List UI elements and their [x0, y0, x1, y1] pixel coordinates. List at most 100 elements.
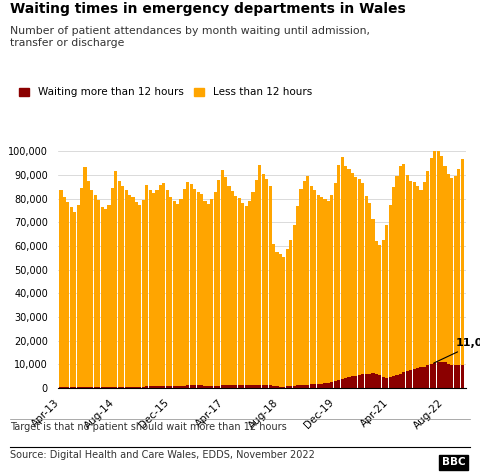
Bar	[399, 374, 402, 388]
Bar	[327, 383, 330, 388]
Bar	[248, 385, 251, 388]
Bar	[361, 183, 364, 374]
Bar	[200, 385, 203, 388]
Bar	[351, 173, 354, 376]
Bar	[152, 193, 155, 386]
Bar	[334, 183, 337, 381]
Bar	[317, 384, 320, 388]
Bar	[173, 201, 176, 386]
Bar	[440, 362, 443, 388]
Bar	[269, 385, 272, 388]
Bar	[186, 182, 190, 385]
Bar	[121, 387, 124, 388]
Bar	[169, 386, 172, 388]
Bar	[66, 202, 70, 387]
Bar	[279, 254, 282, 387]
Bar	[152, 386, 155, 388]
Bar	[337, 380, 340, 388]
Bar	[310, 186, 313, 384]
Bar	[437, 362, 440, 388]
Bar	[320, 384, 323, 388]
Bar	[303, 385, 306, 388]
Bar	[97, 387, 100, 388]
Bar	[324, 199, 326, 383]
Bar	[423, 367, 426, 388]
Bar	[224, 385, 227, 388]
Text: Waiting times in emergency departments in Wales: Waiting times in emergency departments i…	[10, 2, 405, 17]
Bar	[190, 385, 193, 388]
Bar	[440, 156, 443, 362]
Bar	[413, 182, 416, 369]
Bar	[282, 256, 286, 387]
Bar	[389, 377, 392, 388]
Bar	[132, 198, 134, 387]
Bar	[224, 177, 227, 385]
Bar	[114, 387, 118, 388]
Bar	[341, 379, 344, 388]
Bar	[149, 386, 152, 388]
Bar	[241, 203, 244, 385]
Bar	[221, 385, 224, 388]
Bar	[135, 387, 138, 388]
Bar	[108, 387, 110, 388]
Bar	[125, 191, 128, 387]
Bar	[279, 387, 282, 388]
Bar	[300, 385, 302, 388]
Bar	[138, 205, 142, 387]
Bar	[183, 190, 186, 386]
Bar	[101, 387, 104, 388]
Bar	[310, 384, 313, 388]
Bar	[204, 386, 206, 388]
Bar	[262, 385, 265, 388]
Bar	[344, 166, 347, 378]
Bar	[269, 186, 272, 385]
Bar	[444, 362, 446, 388]
Bar	[87, 387, 90, 388]
Bar	[258, 165, 262, 385]
Bar	[416, 368, 419, 388]
Bar	[245, 385, 248, 388]
Bar	[101, 207, 104, 387]
Bar	[276, 252, 278, 386]
Bar	[354, 376, 358, 388]
Bar	[378, 375, 382, 388]
Bar	[348, 169, 350, 377]
Bar	[228, 186, 230, 385]
Bar	[166, 386, 169, 388]
Bar	[265, 385, 268, 388]
Text: Number of patient attendances by month waiting until admission,
transfer or disc: Number of patient attendances by month w…	[10, 26, 370, 48]
Bar	[444, 166, 446, 362]
Bar	[375, 241, 378, 374]
Bar	[320, 197, 323, 384]
Bar	[358, 375, 361, 388]
Bar	[183, 386, 186, 388]
Bar	[437, 149, 440, 362]
Bar	[375, 374, 378, 388]
Bar	[248, 201, 251, 385]
Bar	[420, 190, 422, 367]
Bar	[457, 365, 460, 388]
Bar	[97, 200, 100, 387]
Bar	[276, 386, 278, 388]
Bar	[145, 185, 148, 386]
Bar	[84, 387, 86, 388]
Bar	[402, 373, 406, 388]
Bar	[214, 386, 217, 388]
Bar	[138, 387, 142, 388]
Bar	[426, 365, 430, 388]
Bar	[176, 204, 179, 386]
Bar	[365, 196, 368, 374]
Legend: Waiting more than 12 hours, Less than 12 hours: Waiting more than 12 hours, Less than 12…	[15, 83, 316, 102]
Text: BBC: BBC	[442, 457, 466, 467]
Bar	[207, 203, 210, 386]
Bar	[234, 196, 238, 385]
Bar	[382, 240, 385, 377]
Bar	[348, 377, 350, 388]
Bar	[272, 244, 275, 386]
Bar	[361, 374, 364, 388]
Bar	[197, 385, 200, 388]
Bar	[454, 176, 457, 365]
Bar	[80, 387, 83, 388]
Bar	[90, 387, 94, 388]
Bar	[90, 191, 94, 387]
